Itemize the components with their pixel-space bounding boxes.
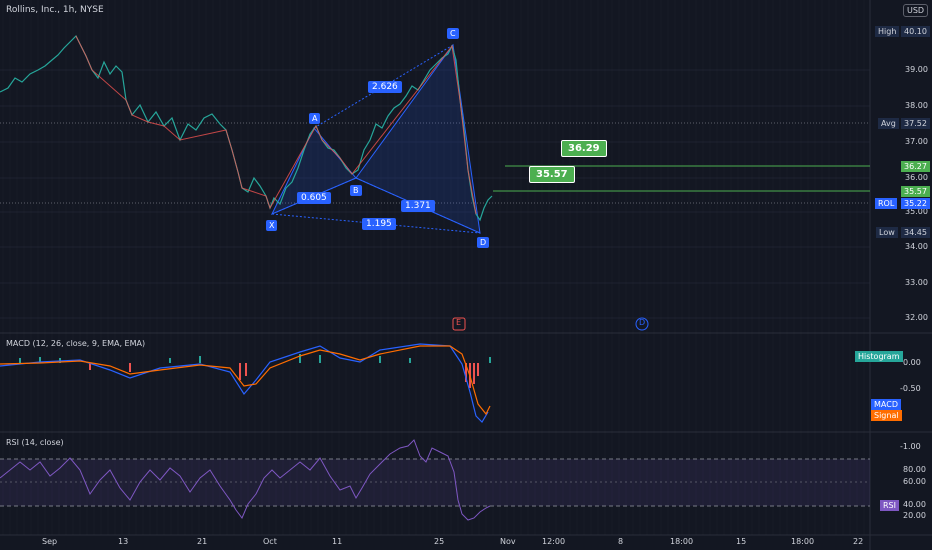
dividend-icon[interactable]: D	[639, 318, 646, 327]
low-tag-value: 34.45	[901, 227, 930, 238]
rsi-title[interactable]: RSI (14, close)	[6, 438, 64, 447]
macd-tick: 0.00	[903, 358, 921, 367]
time-tick: 13	[118, 537, 129, 546]
price-tick: 34.00	[905, 242, 928, 251]
time-tick: 22	[853, 537, 864, 546]
time-tick: 25	[434, 537, 445, 546]
time-tick: Sep	[42, 537, 58, 546]
price-tick: 36.00	[905, 173, 928, 182]
time-tick: 8	[618, 537, 624, 546]
time-tick: 12:00	[542, 537, 566, 546]
time-tick: 18:00	[791, 537, 815, 546]
price-tick: 33.00	[905, 278, 928, 287]
price-tick: 35.00	[905, 207, 928, 216]
symbol-title[interactable]: Rollins, Inc., 1h, NYSE	[6, 5, 104, 15]
rsi-line	[0, 439, 491, 521]
avg-tag-label: Avg	[878, 118, 899, 129]
time-tick: 18:00	[670, 537, 694, 546]
signal-line	[0, 345, 491, 416]
time-tick: Oct	[263, 537, 277, 546]
rsi-tick: 60.00	[903, 477, 926, 486]
pattern-point-c[interactable]: C	[447, 28, 459, 39]
price-tick: 32.00	[905, 313, 928, 322]
currency-button[interactable]: USD	[903, 4, 929, 17]
histogram-tag: Histogram	[855, 351, 903, 362]
target-callout-2[interactable]: 35.57	[529, 166, 575, 183]
target-callout-1[interactable]: 36.29	[561, 140, 607, 157]
rsi-tick: 40.00	[903, 500, 926, 509]
pattern-point-b[interactable]: B	[350, 185, 362, 196]
rsi-tag: RSI	[880, 500, 899, 511]
ratio-label: 1.195	[362, 218, 396, 230]
avg-tag-value: 37.52	[901, 118, 930, 129]
time-tick: 11	[332, 537, 343, 546]
rsi-tick: 20.00	[903, 511, 926, 520]
macd-tick: -1.00	[900, 442, 921, 451]
ratio-label: 0.605	[297, 192, 331, 204]
macd-title[interactable]: MACD (12, 26, close, 9, EMA, EMA)	[6, 339, 146, 348]
time-tick: Nov	[500, 537, 516, 546]
macd-line	[0, 343, 489, 423]
earnings-marker	[452, 317, 466, 331]
pattern-point-d[interactable]: D	[477, 237, 490, 248]
low-tag-label: Low	[876, 227, 898, 238]
symbol-tag-label: ROL	[875, 198, 898, 209]
last-price-tag: 35.22	[901, 198, 930, 209]
target-tag-1: 36.27	[901, 161, 930, 172]
time-tick: 21	[197, 537, 208, 546]
earnings-icon[interactable]: E	[456, 318, 462, 327]
ratio-label: 2.626	[368, 81, 402, 93]
macd-tag: MACD	[871, 399, 901, 410]
target-tag-2: 35.57	[901, 186, 930, 197]
rsi-tick: 80.00	[903, 465, 926, 474]
pattern-point-a[interactable]: A	[309, 113, 321, 124]
signal-tag: Signal	[871, 410, 902, 421]
price-tick: 39.00	[905, 65, 928, 74]
dividend-marker	[635, 317, 649, 331]
high-tag-label: High	[875, 26, 900, 37]
macd-tick: -0.50	[900, 384, 921, 393]
ratio-label: 1.371	[401, 200, 435, 212]
price-tick: 38.00	[905, 101, 928, 110]
high-tag-value: 40.10	[901, 26, 930, 37]
time-tick: 15	[736, 537, 747, 546]
pattern-point-x[interactable]: X	[266, 220, 278, 231]
price-tick: 37.00	[905, 137, 928, 146]
